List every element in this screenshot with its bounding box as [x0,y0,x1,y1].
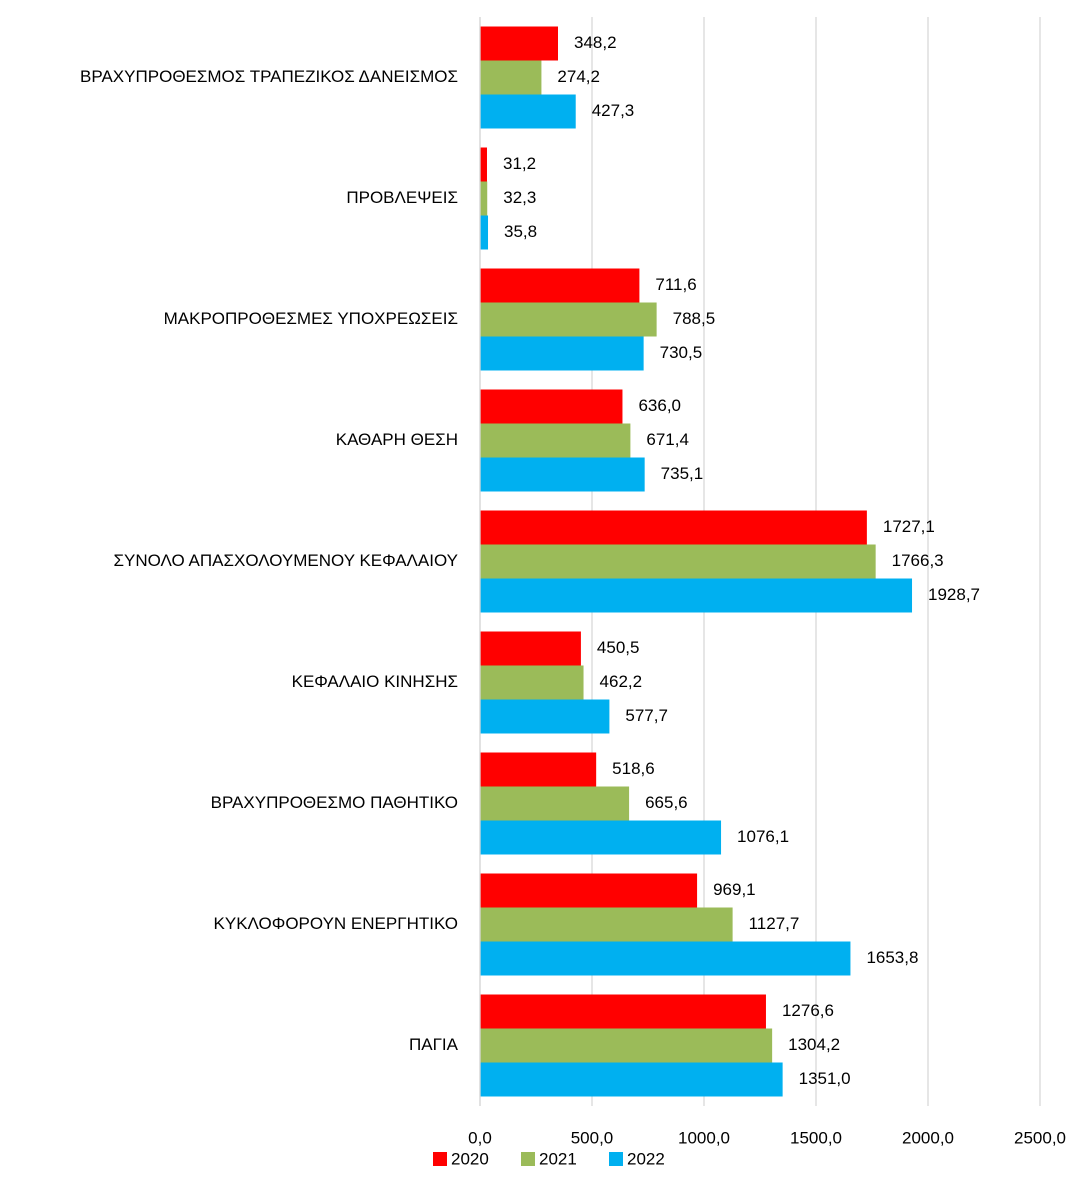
data-label: 462,2 [600,672,643,691]
bar [480,578,913,613]
bar [480,873,698,908]
data-label: 1127,7 [749,914,800,933]
bar [480,820,722,855]
x-tick-label: 500,0 [571,1128,614,1147]
bar [480,544,876,579]
legend-swatch [609,1152,623,1166]
bar [480,510,867,545]
bar [480,665,584,700]
x-tick-label: 1000,0 [678,1128,730,1147]
bar [480,268,640,303]
bar [480,907,733,942]
bar [480,457,645,492]
x-tick-label: 1500,0 [790,1128,842,1147]
bar [480,1028,773,1063]
bar [480,389,623,424]
legend-label: 2020 [451,1149,489,1168]
data-label: 665,6 [645,793,688,812]
bar [480,336,644,371]
data-label: 348,2 [574,33,617,52]
data-label: 788,5 [673,309,716,328]
data-label: 35,8 [504,222,537,241]
data-label: 31,2 [503,154,536,173]
bar [480,786,630,821]
data-label: 1766,3 [892,551,944,570]
data-label: 735,1 [661,464,704,483]
data-label: 427,3 [592,101,635,120]
data-label: 1653,8 [866,948,918,967]
bar [480,215,489,250]
bar [480,994,766,1029]
y-tick-label: ΒΡΑΧΥΠΡΟΘΕΣΜΟ ΠΑΘΗΤΙΚΟ [211,793,458,812]
data-label: 32,3 [503,188,536,207]
bar [480,631,581,666]
bar [480,302,657,337]
data-label: 518,6 [612,759,655,778]
bar [480,941,851,976]
bar [480,181,488,216]
bar [480,423,631,458]
data-label: 1276,6 [782,1001,834,1020]
y-tick-label: ΜΑΚΡΟΠΡΟΘΕΣΜΕΣ ΥΠΟΧΡΕΩΣΕΙΣ [164,309,458,328]
bar [480,26,558,61]
bar [480,60,542,95]
y-tick-label: ΚΥΚΛΟΦΟΡΟΥΝ ΕΝΕΡΓΗΤΙΚΟ [214,914,458,933]
data-label: 711,6 [655,275,696,294]
data-label: 577,7 [625,706,668,725]
data-label: 671,4 [646,430,689,449]
y-tick-label: ΚΑΘΑΡΗ ΘΕΣΗ [336,430,458,449]
data-label: 1727,1 [883,517,935,536]
bar [480,147,487,182]
bar [480,94,576,129]
y-tick-label: ΚΕΦΑΛΑΙΟ ΚΙΝΗΣΗΣ [292,672,458,691]
data-label: 1928,7 [928,585,980,604]
legend-label: 2022 [627,1149,665,1168]
data-label: 636,0 [638,396,681,415]
y-tick-label: ΠΡΟΒΛΕΨΕΙΣ [346,188,458,207]
data-label: 969,1 [713,880,756,899]
legend-swatch [433,1152,447,1166]
y-tick-label: ΣΥΝΟΛΟ ΑΠΑΣΧΟΛΟΥΜΕΝΟΥ ΚΕΦΑΛΑΙΟΥ [113,551,458,570]
x-tick-label: 2000,0 [902,1128,954,1147]
x-tick-label: 0,0 [468,1128,492,1147]
bar [480,699,610,734]
y-tick-label: ΠΑΓΙΑ [409,1035,459,1054]
data-label: 1304,2 [788,1035,840,1054]
x-tick-label: 2500,0 [1014,1128,1066,1147]
data-label: 1076,1 [737,827,789,846]
data-label: 450,5 [597,638,640,657]
legend-swatch [521,1152,535,1166]
legend-label: 2021 [539,1149,577,1168]
data-label: 274,2 [557,67,600,86]
data-label: 730,5 [660,343,703,362]
y-tick-label: ΒΡΑΧΥΠΡΟΘΕΣΜΟΣ ΤΡΑΠΕΖΙΚΟΣ ΔΑΝΕΙΣΜΟΣ [80,67,458,86]
data-label: 1351,0 [799,1069,851,1088]
bar [480,752,597,787]
bar [480,1062,783,1097]
